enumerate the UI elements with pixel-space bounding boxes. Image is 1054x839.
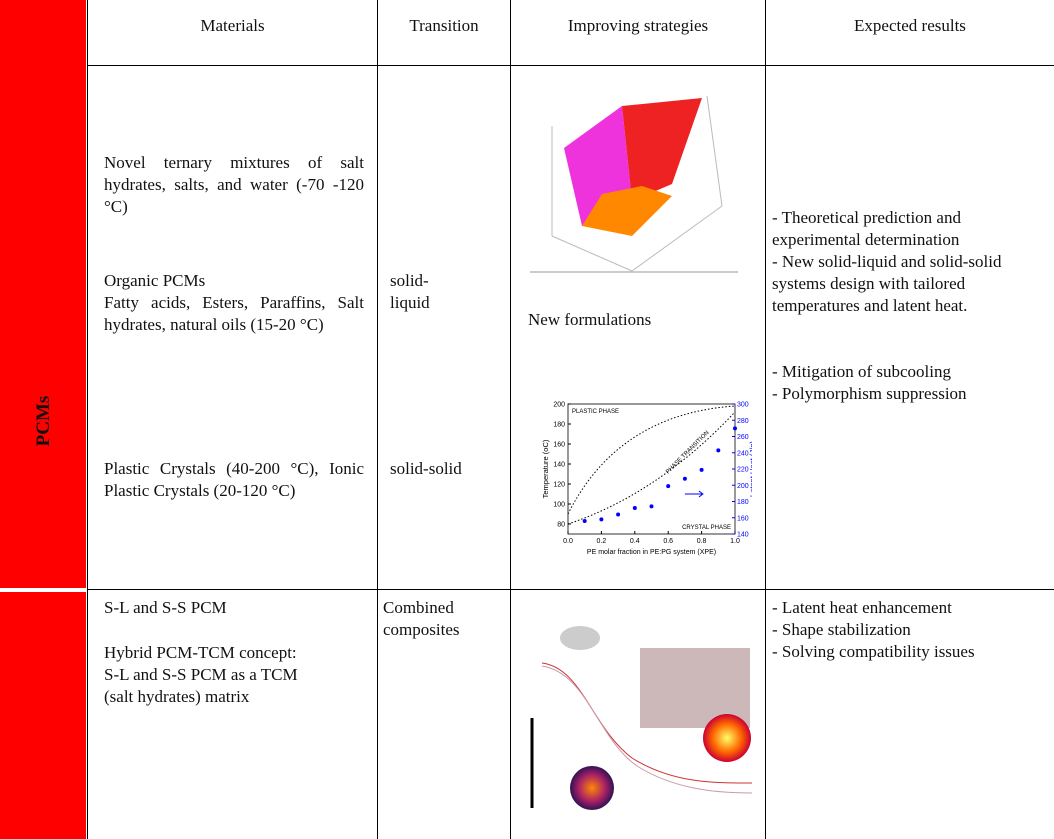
y-tick-label: 200: [553, 402, 565, 409]
result: - Mitigation of subcooling: [772, 362, 951, 381]
annotation: PLASTIC PHASE: [572, 409, 619, 415]
y2-axis-label: Latent Heat (J/g): [748, 441, 752, 497]
y2-tick-label: 180: [737, 499, 749, 506]
data-point: [733, 426, 737, 431]
y-tick-label: 160: [553, 442, 565, 449]
material: Fatty acids, Esters, Paraffins, Salt hyd…: [104, 293, 364, 334]
y-tick-label: 140: [553, 462, 565, 469]
composite-figure: [530, 626, 753, 810]
border: [377, 0, 378, 839]
y2-tick-label: 260: [737, 434, 749, 441]
data-point: [716, 448, 721, 453]
y2-tick-label: 240: [737, 450, 749, 457]
side-label: PCMs: [33, 395, 54, 447]
result: - Theoretical prediction and experimenta…: [772, 208, 961, 249]
data-point: [666, 484, 671, 489]
x-tick-label: 0.0: [563, 538, 573, 545]
material: S-L and S-S PCM: [104, 598, 227, 617]
y2-tick-label: 280: [737, 418, 749, 425]
boundary-curve: [567, 405, 736, 515]
data-point: [649, 504, 654, 509]
data-point: [616, 512, 621, 517]
strategy: New formulations: [528, 310, 652, 329]
y-tick-label: 180: [553, 422, 565, 429]
surface-figure: [530, 95, 738, 273]
inset-chart: 80 100 120 140 160 180 200 140 160 180 200 220 240 26…: [541, 402, 752, 557]
header-cell: Expected results: [854, 16, 966, 35]
boundary-curve: [567, 411, 736, 525]
border: [87, 65, 1054, 66]
annotation: CRYSTAL PHASE: [682, 525, 731, 531]
transition: solid-liquid: [390, 271, 430, 312]
y-tick-label: 80: [557, 522, 565, 529]
result: - Solving compatibility issues: [772, 642, 975, 661]
x-tick-label: 1.0: [730, 538, 740, 545]
material: Novel ternary mixtures of salt hydrates,…: [104, 153, 364, 216]
data-point: [599, 517, 604, 522]
side-band: [0, 592, 86, 839]
y-tick-label: 120: [553, 482, 565, 489]
material: Organic PCMs: [104, 271, 206, 290]
x-tick-label: 0.6: [663, 538, 673, 545]
header-cell: Improving strategies: [567, 16, 709, 35]
border: [510, 0, 511, 839]
annotation: PHASE TRANSITION: [665, 430, 710, 475]
border: [87, 0, 88, 839]
transition: Combined composites: [383, 598, 460, 639]
material: Hybrid PCM-TCM concept: S-L and S-S PCM …: [104, 643, 298, 706]
header-cell: Transition: [409, 16, 479, 35]
data-point: [582, 519, 587, 523]
arrow: [684, 490, 704, 498]
material: Plastic Crystals (40-200 °C), Ionic Plas…: [104, 459, 364, 500]
result: - New solid-liquid and solid-solid syste…: [772, 252, 1002, 315]
header-cell: Materials: [200, 16, 265, 35]
result: - Polymorphism suppression: [772, 384, 967, 403]
data-point: [699, 467, 704, 472]
x-tick-label: 0.2: [597, 538, 607, 545]
result: - Latent heat enhancement: [772, 598, 952, 617]
transition: solid-solid: [390, 459, 462, 478]
result: - Shape stabilization: [772, 620, 911, 639]
y2-tick-label: 160: [737, 515, 749, 522]
x-axis-label: PE molar fraction in PE:PG system (XPE): [587, 549, 716, 556]
y-tick-label: 100: [553, 502, 565, 509]
x-tick-label: 0.8: [697, 538, 707, 545]
plot-frame: [567, 403, 736, 535]
border: [765, 0, 766, 839]
y2-tick-label: 300: [737, 402, 749, 409]
border: [87, 589, 1054, 590]
x-tick-label: 0.4: [630, 538, 640, 545]
side-band: [0, 0, 86, 588]
y2-tick-label: 220: [737, 467, 749, 474]
y-axis-label: Temperature (oC): [541, 439, 550, 498]
y2-tick-label: 200: [737, 483, 749, 490]
data-point: [682, 476, 687, 481]
y2-tick-label: 140: [737, 532, 749, 539]
data-point: [632, 506, 637, 510]
